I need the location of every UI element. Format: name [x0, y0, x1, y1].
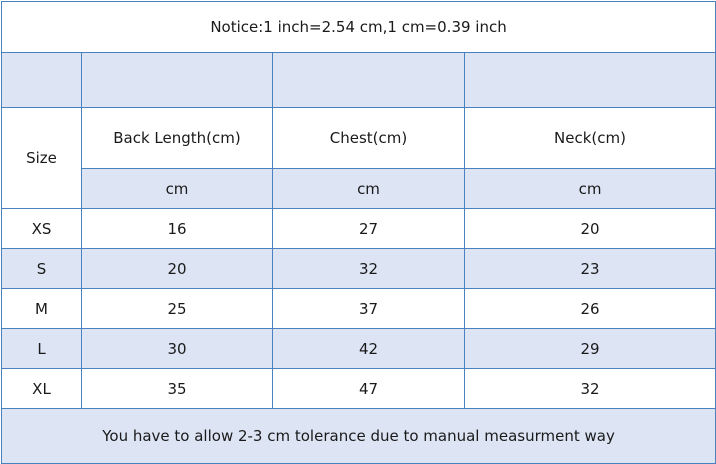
neck-cell: 23 [463, 248, 716, 289]
size-cell: XL [1, 368, 82, 409]
blank-cell [272, 52, 465, 108]
neck-cell: 26 [463, 288, 716, 329]
blank-cell [463, 52, 716, 108]
table-row: S 20 32 23 [1, 248, 716, 289]
table-row: M 25 37 26 [1, 288, 716, 329]
size-header: Size [1, 107, 82, 209]
size-cell: L [1, 328, 82, 369]
table-row: L 30 42 29 [1, 328, 716, 369]
unit-row: cm cm cm [1, 168, 716, 209]
back-length-cell: 30 [81, 328, 273, 369]
chest-cell: 32 [272, 248, 465, 289]
chest-cell: 37 [272, 288, 465, 329]
column-header-row: Size Back Length(cm) Chest(cm) Neck(cm) [1, 107, 716, 209]
footer-row: You have to allow 2-3 cm tolerance due t… [0, 408, 716, 464]
unit-cell: cm [81, 168, 273, 209]
blank-header-row [1, 52, 716, 108]
back-length-cell: 35 [81, 368, 273, 409]
chest-cell: 27 [272, 208, 465, 249]
column-header-neck: Neck(cm) [463, 107, 716, 169]
column-header-back-length: Back Length(cm) [81, 107, 273, 169]
size-cell: XS [1, 208, 82, 249]
size-cell: M [1, 288, 82, 329]
neck-cell: 20 [463, 208, 716, 249]
notice-text: Notice:1 inch=2.54 cm,1 cm=0.39 inch [0, 1, 716, 53]
back-length-cell: 16 [81, 208, 273, 249]
column-header-chest: Chest(cm) [272, 107, 465, 169]
blank-cell [81, 52, 273, 108]
unit-cell: cm [272, 168, 465, 209]
tolerance-note: You have to allow 2-3 cm tolerance due t… [0, 408, 716, 464]
notice-row: Notice:1 inch=2.54 cm,1 cm=0.39 inch [0, 1, 716, 53]
back-length-cell: 25 [81, 288, 273, 329]
unit-cell: cm [463, 168, 716, 209]
back-length-cell: 20 [81, 248, 273, 289]
neck-cell: 29 [463, 328, 716, 369]
chest-cell: 47 [272, 368, 465, 409]
neck-cell: 32 [463, 368, 716, 409]
blank-cell [1, 52, 82, 108]
chest-cell: 42 [272, 328, 465, 369]
size-cell: S [1, 248, 82, 289]
table-row: XL 35 47 32 [1, 368, 716, 409]
table-row: XS 16 27 20 [1, 208, 716, 249]
